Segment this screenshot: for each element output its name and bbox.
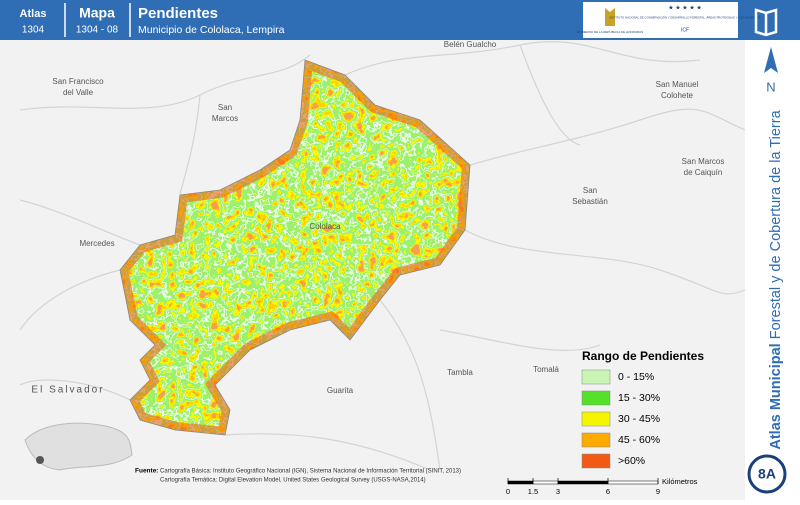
place-label: San Manuel: [656, 80, 699, 89]
legend-swatch: [581, 432, 611, 448]
place-label: El Salvador: [31, 385, 104, 396]
inset-map: [24, 422, 133, 471]
place-label: Mercedes: [79, 239, 114, 248]
scale-tick-label: 3: [556, 487, 560, 496]
atlas-number: 1304: [22, 25, 45, 36]
legend-label: >60%: [618, 455, 645, 467]
place-label: Colohete: [661, 91, 694, 100]
scale-segment: [607, 480, 659, 485]
map-subtitle: Municipio de Cololaca, Lempira: [138, 24, 285, 36]
north-label: N: [766, 79, 775, 94]
page-badge: [747, 454, 787, 494]
legend-swatch: [581, 411, 611, 427]
legend-swatch: [581, 453, 611, 469]
place-label: de Caiquín: [684, 168, 723, 177]
scale-segment: [557, 480, 609, 485]
sidebar-title: Atlas Municipal Forestal y de Cobertura …: [768, 109, 784, 449]
book-icon: [754, 8, 778, 37]
scale-unit: Kilómetros: [662, 477, 698, 486]
scale-tick-label: 6: [606, 487, 610, 496]
scale-tick-label: 1.5: [528, 487, 538, 496]
legend-label: 15 - 30%: [618, 392, 660, 404]
place-label: Tomalá: [533, 365, 559, 374]
place-label: San: [583, 186, 597, 195]
place-label: Sebastián: [572, 197, 608, 206]
source-label: Fuente:: [135, 468, 158, 475]
place-label: San: [218, 103, 232, 112]
legend-title: Rango de Pendientes: [582, 349, 704, 363]
legend-label: 30 - 45%: [618, 413, 660, 425]
coat-of-arms: [605, 8, 615, 26]
scale-segment: [532, 480, 559, 485]
place-label: San Francisco: [52, 77, 104, 86]
north-arrow: [764, 47, 778, 73]
sidebar-title-rest: Forestal y de Cobertura de la Tierra: [768, 109, 784, 339]
source-line: Cartografía Temática: Digital Elevation …: [160, 478, 426, 484]
page-number: 8A: [758, 466, 776, 482]
place-label: Tambla: [447, 368, 473, 377]
place-label: Belén Gualcho: [444, 40, 497, 49]
map-title: Pendientes: [138, 5, 218, 22]
legend: Rango de Pendientes 0 - 15% 15 - 30% 30 - …: [581, 349, 704, 469]
legend-label: 45 - 60%: [618, 434, 660, 446]
scale-tick-label: 9: [656, 487, 660, 496]
place-label: Guarita: [327, 386, 354, 395]
scale-segment: [507, 480, 534, 485]
scale-bar: Kilómetros 0 1.5 3 6 9: [506, 477, 698, 496]
legend-label: 0 - 15%: [618, 371, 654, 383]
source-line: Cartografía Básica: Instituto Geográfico…: [160, 469, 461, 475]
legend-swatch: [581, 369, 611, 385]
logo-stars: ★ ★ ★ ★ ★: [668, 5, 702, 12]
sidebar-title-bold: Atlas Municipal: [768, 343, 784, 449]
logo-institute: INSTITUTO NACIONAL DE CONSERVACIÓN Y DES…: [609, 15, 760, 20]
place-label: del Valle: [63, 88, 94, 97]
legend-swatch: [581, 390, 611, 406]
boundaries: [19, 41, 746, 471]
map-label: Mapa: [79, 5, 115, 21]
map-number: 1304 - 08: [76, 25, 119, 36]
place-label: San Marcos: [682, 157, 725, 166]
place-label: Cololaca: [309, 222, 341, 231]
municipality-outline: [119, 59, 471, 436]
scale-tick-label: 0: [506, 487, 510, 496]
logo-icf: ICF: [681, 27, 689, 33]
place-label: Marcos: [212, 114, 238, 123]
logo-government: GOBIERNO DE LA REPÚBLICA DE HONDURAS: [577, 29, 643, 34]
atlas-label: Atlas: [20, 8, 47, 20]
